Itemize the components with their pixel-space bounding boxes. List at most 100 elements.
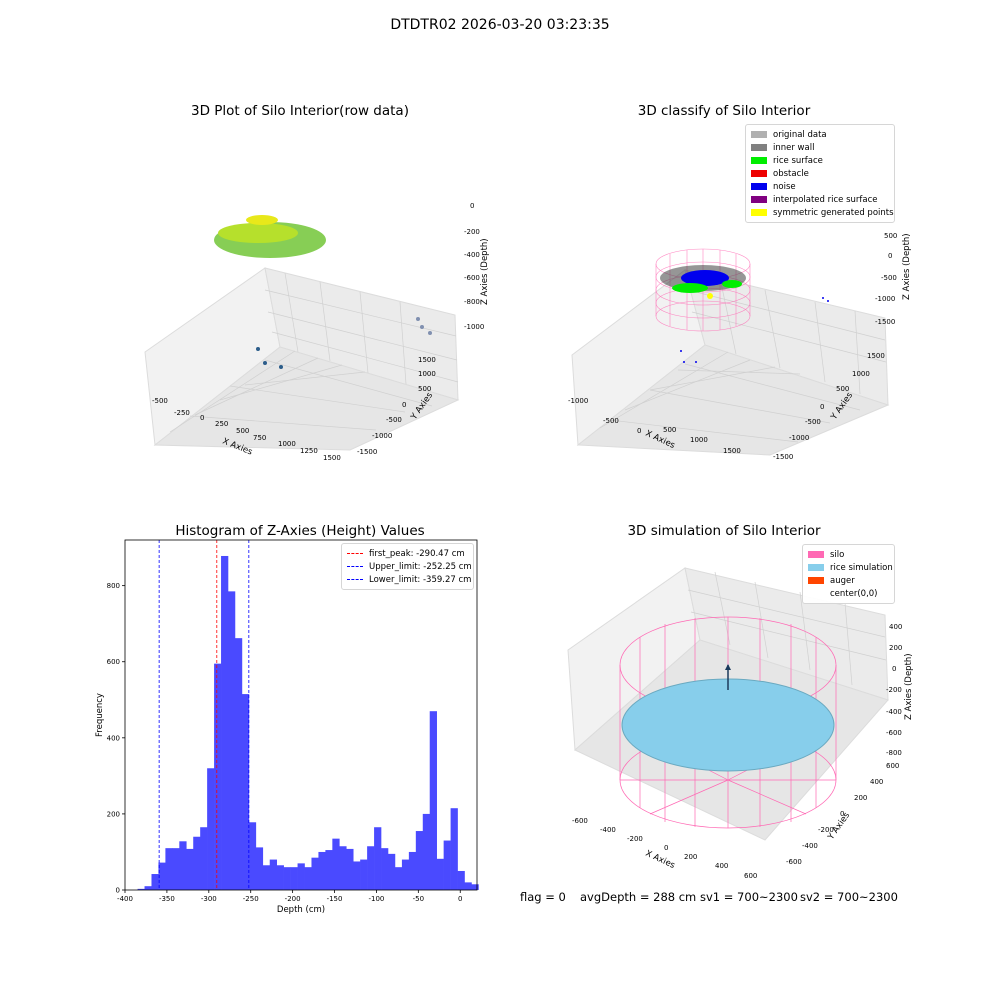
legend-item: interpolated rice surface bbox=[751, 193, 889, 206]
legend-item: noise bbox=[751, 180, 889, 193]
legend-label: Upper_limit: -252.25 cm bbox=[369, 561, 472, 572]
histogram-bar bbox=[387, 853, 396, 890]
histogram-frame bbox=[124, 539, 478, 891]
histogram-bar bbox=[158, 862, 166, 890]
plot1-ztick: 0 bbox=[470, 202, 474, 210]
legend-item: inner wall bbox=[751, 141, 889, 154]
histogram-ytick-label: 800 bbox=[107, 582, 120, 590]
legend-label: Lower_limit: -359.27 cm bbox=[369, 574, 472, 585]
histogram-bar bbox=[172, 848, 180, 890]
legend-label: rice simulation bbox=[830, 562, 893, 573]
legend-item: obstacle bbox=[751, 167, 889, 180]
histogram-xtick-label: 0 bbox=[458, 895, 462, 903]
histogram-ytick-label: 0 bbox=[116, 887, 120, 895]
legend-swatch bbox=[751, 183, 767, 190]
legend-item: Lower_limit: -359.27 cm bbox=[347, 573, 472, 586]
histogram-xtick-label: -200 bbox=[285, 895, 301, 903]
legend-swatch bbox=[808, 551, 824, 558]
plot4-ztick: -200 bbox=[886, 686, 902, 694]
histogram-xtick-label: -350 bbox=[159, 895, 175, 903]
histogram-bar bbox=[255, 847, 264, 890]
plot2-xtick: 0 bbox=[637, 427, 641, 435]
legend-label: symmetric generated points bbox=[773, 207, 894, 218]
plot1-point-cloud-top bbox=[218, 223, 298, 243]
histogram-bar bbox=[353, 861, 361, 890]
legend-item: center(0,0) bbox=[808, 587, 889, 600]
plot1-ztick: -200 bbox=[464, 228, 480, 236]
plot1-xtick: 250 bbox=[215, 420, 228, 428]
plot2-ztick: -1500 bbox=[875, 318, 895, 326]
plot1-ztick: -1000 bbox=[464, 323, 484, 331]
plot4-xtick: -400 bbox=[600, 826, 616, 834]
histogram-bar bbox=[186, 848, 194, 890]
plot4-xtick: -200 bbox=[627, 835, 643, 843]
plot1-title: 3D Plot of Silo Interior(row data) bbox=[191, 103, 409, 119]
legend-swatch bbox=[808, 590, 824, 597]
plot4-ztick: -800 bbox=[886, 749, 902, 757]
plot1-ytick: 1000 bbox=[418, 370, 436, 378]
histogram-bar bbox=[193, 836, 201, 890]
plot4-xlabel: X Axies bbox=[644, 849, 677, 872]
plot1-xtick: 1500 bbox=[323, 454, 341, 462]
plot4-ytick: 200 bbox=[854, 794, 867, 802]
histogram-bar bbox=[262, 865, 271, 890]
histogram-bar bbox=[214, 663, 222, 890]
plot1-xtick: -250 bbox=[174, 409, 190, 417]
plot2-3d-axes: -1000 -500 0 500 1000 1500 -1500 -1000 -… bbox=[568, 232, 912, 461]
plot2-ztick: 500 bbox=[884, 232, 897, 240]
plot2-floor-pane bbox=[576, 344, 890, 456]
plot4-ztick: 200 bbox=[889, 644, 902, 652]
histogram-bar bbox=[234, 638, 243, 890]
histogram-xtick-label: -250 bbox=[243, 895, 259, 903]
histogram-xtick-label: -300 bbox=[201, 895, 217, 903]
histogram-chart: -400 -350 -300 -250 -200 -150 -100 -50 0 0 200 400… bbox=[95, 539, 479, 915]
legend-label: original data bbox=[773, 129, 827, 140]
histogram-ytick-label: 200 bbox=[107, 810, 120, 818]
status-avg-depth: avgDepth = 288 cm bbox=[580, 890, 697, 904]
legend-label: rice surface bbox=[773, 155, 823, 166]
plot2-ytick: -1000 bbox=[789, 434, 809, 442]
plot2-zlabel: Z Axies (Depth) bbox=[902, 233, 912, 300]
legend-item: rice simulation bbox=[808, 561, 893, 574]
plot2-noise-cluster bbox=[681, 270, 729, 286]
plot1-ytick: 1500 bbox=[418, 356, 436, 364]
legend-label: obstacle bbox=[773, 168, 809, 179]
legend-label: interpolated rice surface bbox=[773, 194, 878, 205]
plot4-3d-axes: -600 -400 -200 0 200 400 600 -600 -400 -… bbox=[567, 567, 914, 880]
plot4-ztick: -400 bbox=[886, 708, 902, 716]
legend-swatch bbox=[751, 170, 767, 177]
histogram-bar bbox=[179, 841, 187, 890]
status-sv2: sv2 = 700~2300 bbox=[800, 890, 898, 904]
histogram-bar bbox=[207, 768, 215, 890]
legend-item: Upper_limit: -252.25 cm bbox=[347, 560, 472, 573]
legend-line bbox=[347, 579, 363, 580]
histogram-bar bbox=[269, 859, 277, 890]
legend-label: auger bbox=[830, 575, 855, 586]
histogram-bar bbox=[374, 827, 382, 890]
histogram-ylabel: Frequency bbox=[95, 693, 105, 737]
plot4-legend: silo rice simulation auger center(0,0) bbox=[802, 544, 895, 604]
histogram-bar bbox=[311, 857, 319, 890]
plot2-ztick: 0 bbox=[888, 252, 892, 260]
plot2-ytick: 1000 bbox=[852, 370, 870, 378]
legend-label: first_peak: -290.47 cm bbox=[369, 548, 465, 559]
histogram-bar bbox=[401, 859, 410, 890]
plot1-point-cloud-peak bbox=[246, 215, 278, 225]
legend-line bbox=[347, 566, 363, 567]
histogram-bar bbox=[415, 831, 424, 890]
legend-item: original data bbox=[751, 128, 889, 141]
plot1-ytick: -500 bbox=[386, 416, 402, 424]
histogram-bar bbox=[276, 865, 284, 890]
histogram-bar bbox=[144, 886, 152, 890]
legend-swatch bbox=[751, 144, 767, 151]
histogram-bar bbox=[325, 850, 333, 890]
plot4-xtick: -600 bbox=[572, 817, 588, 825]
plot4-ytick: -200 bbox=[818, 826, 834, 834]
plot2-xtick: -1000 bbox=[568, 397, 588, 405]
histogram-bar bbox=[221, 555, 229, 890]
plot2-ytick: -500 bbox=[805, 418, 821, 426]
legend-swatch bbox=[751, 196, 767, 203]
histogram-bar bbox=[339, 846, 347, 890]
histogram-bar bbox=[450, 808, 458, 890]
histogram-bar bbox=[457, 870, 465, 890]
